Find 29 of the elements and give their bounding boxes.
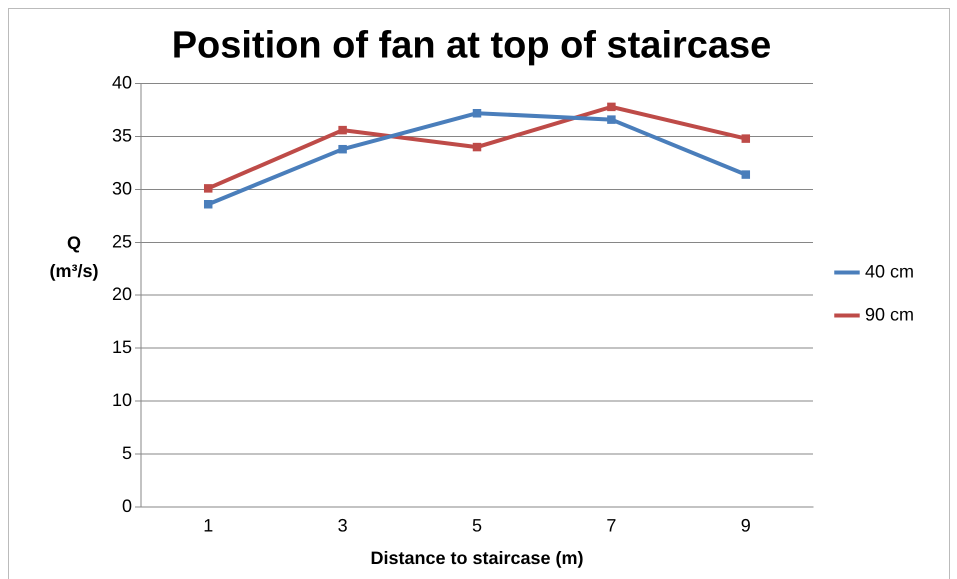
- y-tick-label: 10: [112, 390, 132, 410]
- y-tick-label: 15: [112, 337, 132, 358]
- point: [742, 134, 750, 143]
- point: [607, 115, 616, 124]
- y-tick-label: 25: [112, 231, 132, 252]
- y-tick-label: 30: [112, 178, 132, 198]
- point: [607, 102, 616, 112]
- point: [338, 144, 347, 154]
- point: [204, 200, 212, 208]
- point: [742, 170, 750, 179]
- chart-title: Position of fan at top of staircase: [172, 24, 772, 66]
- y-tick-label: 20: [112, 284, 132, 304]
- x-tick-label: 7: [606, 516, 616, 536]
- point: [338, 126, 347, 134]
- y-axis-title: Q (m³/s): [50, 233, 98, 281]
- x-tick-label: 9: [740, 516, 751, 536]
- y-tick-label: 5: [122, 442, 132, 463]
- legend-label: 40 cm: [864, 261, 914, 282]
- point: [472, 142, 482, 152]
- point: [204, 184, 212, 193]
- y-tick-label: 35: [112, 125, 132, 146]
- x-axis-title: Distance to staircase (m): [370, 548, 584, 568]
- y-tick-label: 40: [112, 72, 132, 93]
- y-tick-label: 0: [122, 496, 132, 516]
- point: [472, 108, 482, 118]
- x-tick-label: 3: [338, 516, 348, 536]
- x-tick-label: 1: [203, 516, 214, 536]
- x-tick-label: 5: [472, 516, 482, 536]
- legend-label: 90 cm: [864, 304, 914, 324]
